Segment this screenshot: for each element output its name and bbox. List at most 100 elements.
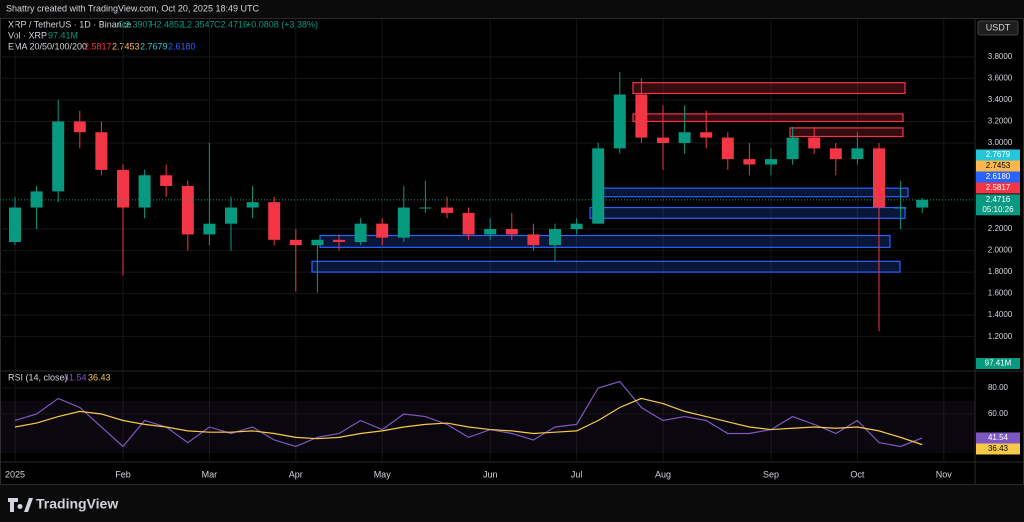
x-tick-label: Sep bbox=[763, 469, 779, 479]
candle-body bbox=[700, 132, 713, 138]
price-badge bbox=[976, 149, 1020, 161]
candle-body bbox=[808, 137, 821, 149]
rsi-label: 41.54 bbox=[988, 433, 1009, 442]
y-tick-label: 1.4000 bbox=[988, 310, 1013, 319]
y-tick-label: 3.8000 bbox=[988, 52, 1013, 61]
y-tick-label: 60.00 bbox=[988, 409, 1009, 418]
legend: XRP / TetherUS · 1D · Binance O2.3907 H2… bbox=[8, 19, 318, 382]
rsi-label: 36.43 bbox=[988, 444, 1009, 453]
candle-body bbox=[95, 132, 108, 170]
candle-body bbox=[397, 207, 410, 238]
y-tick-label: 1.8000 bbox=[988, 267, 1013, 276]
logo-text: TradingView bbox=[36, 496, 118, 512]
countdown: 05:10:26 bbox=[982, 205, 1014, 214]
candle-body bbox=[765, 159, 777, 165]
x-tick-label: 2025 bbox=[5, 469, 25, 479]
y-tick-label: 2.0000 bbox=[988, 246, 1013, 255]
x-tick-label: Jun bbox=[483, 469, 498, 479]
rsi-ma-value: 36.43 bbox=[88, 372, 111, 382]
candle-body bbox=[786, 137, 799, 160]
x-tick-label: Jul bbox=[571, 469, 583, 479]
symbol: XRP / TetherUS · 1D · Binance bbox=[8, 19, 131, 29]
candle-body bbox=[678, 132, 691, 143]
price-badge bbox=[976, 160, 1020, 172]
zone bbox=[789, 127, 904, 138]
y-tick-label: 3.4000 bbox=[988, 95, 1013, 104]
x-tick-label: Mar bbox=[202, 469, 218, 479]
rsi-line bbox=[14, 397, 923, 446]
candle-body bbox=[873, 148, 885, 208]
zone bbox=[596, 187, 909, 198]
y-tick-label: 2.2000 bbox=[988, 224, 1013, 233]
candle-body bbox=[289, 239, 302, 246]
candle-body bbox=[246, 202, 259, 208]
candle-body bbox=[73, 121, 86, 133]
currency[interactable]: USDT bbox=[986, 22, 1011, 32]
logo-icon bbox=[8, 498, 33, 512]
candle-body bbox=[268, 202, 281, 240]
price-badge bbox=[976, 182, 1020, 194]
zone bbox=[632, 82, 906, 95]
volume-badge bbox=[976, 358, 1020, 369]
candle-body bbox=[225, 207, 237, 224]
rsi-badge bbox=[976, 443, 1020, 455]
currency-button[interactable] bbox=[977, 20, 1019, 36]
ohlc-close: C2.4716 bbox=[214, 19, 248, 29]
price-label: 2.4716 bbox=[986, 195, 1011, 204]
rsi-badge bbox=[976, 432, 1020, 444]
candle-body bbox=[311, 239, 324, 246]
ohlc-low: L2.3547 bbox=[182, 19, 215, 29]
candle-body bbox=[894, 207, 907, 209]
candle-body bbox=[160, 175, 173, 187]
candle-body bbox=[549, 229, 561, 246]
candle-body bbox=[592, 148, 605, 224]
candle-body bbox=[138, 175, 151, 208]
price-label: 2.7453 bbox=[986, 161, 1011, 170]
candle-body bbox=[117, 169, 129, 208]
ema-value: 2.5817 bbox=[84, 41, 112, 51]
volume-label: 97.41M bbox=[985, 359, 1012, 368]
price-badge bbox=[976, 171, 1020, 183]
x-tick-label: Oct bbox=[850, 469, 865, 479]
rsi-value: 41.54 bbox=[64, 372, 87, 382]
candle-body bbox=[52, 121, 65, 192]
change: +0.0808 (+3.38%) bbox=[246, 19, 318, 29]
candle-body bbox=[916, 199, 929, 208]
candle-body bbox=[354, 223, 367, 242]
candle-body bbox=[441, 207, 453, 213]
candle-body bbox=[721, 137, 734, 160]
rsi-title: RSI (14, close) bbox=[8, 372, 68, 382]
y-tick-label: 80.00 bbox=[988, 383, 1009, 392]
candle-body bbox=[829, 148, 842, 160]
candle-body bbox=[419, 207, 432, 209]
price-label: 2.6180 bbox=[986, 172, 1011, 181]
y-tick-label: 1.6000 bbox=[988, 289, 1013, 298]
rsi-band bbox=[0, 401, 975, 453]
zone bbox=[632, 113, 904, 123]
x-tick-label: Aug bbox=[655, 469, 671, 479]
zone bbox=[311, 260, 901, 273]
logo: TradingView bbox=[8, 496, 118, 512]
ema-value: 2.7453 bbox=[112, 41, 140, 51]
credit: Shattry created with TradingView.com, Oc… bbox=[6, 3, 259, 13]
candle-body bbox=[462, 212, 475, 235]
candle-body bbox=[505, 229, 518, 235]
candle-body bbox=[9, 207, 21, 242]
candle-body bbox=[743, 159, 756, 165]
ohlc-open: O2.3907 bbox=[118, 19, 153, 29]
price-label: 2.7679 bbox=[986, 150, 1011, 159]
y-tick-label: 3.6000 bbox=[988, 74, 1013, 83]
candle-body bbox=[570, 223, 583, 230]
ema-value: 2.7679 bbox=[140, 41, 168, 51]
y-tick-label: 1.2000 bbox=[988, 332, 1013, 341]
candle-body bbox=[203, 223, 216, 235]
x-tick-label: Feb bbox=[115, 469, 131, 479]
zone bbox=[589, 206, 906, 219]
price-badge bbox=[976, 194, 1020, 216]
candle-body bbox=[484, 229, 497, 235]
candle-body bbox=[181, 186, 194, 235]
volume-value: 97.41M bbox=[48, 30, 78, 40]
candle-body bbox=[333, 239, 345, 242]
ohlc-high: H2.4852 bbox=[150, 19, 184, 29]
